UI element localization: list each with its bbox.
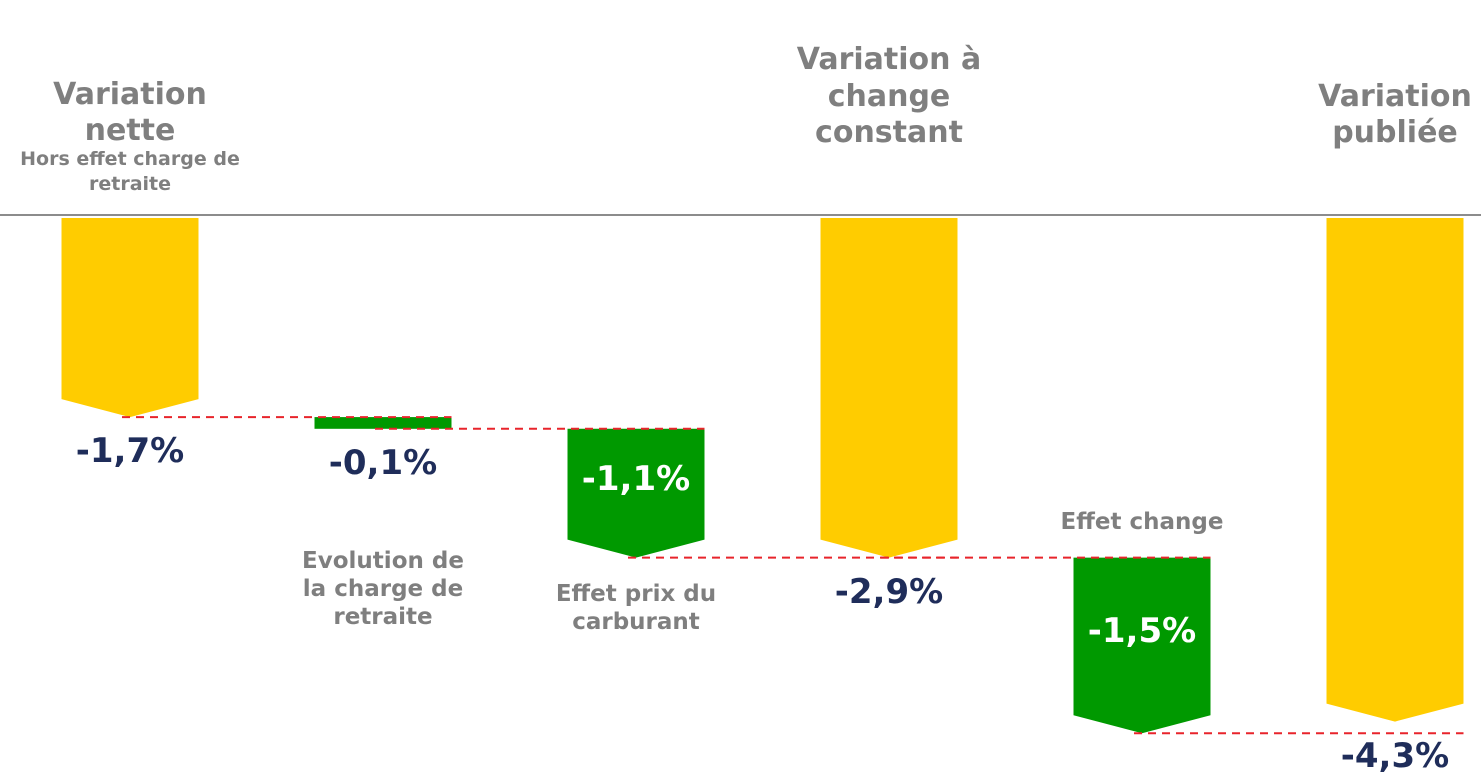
value-label: -2,9% [834,571,944,612]
category-label: Variation nette [53,76,207,149]
category-label: Variation publiée [1318,78,1472,151]
category-label: Effet prix du carburant [555,580,717,635]
category-label: Variation à change constant [796,42,982,151]
value-label: -0,1% [328,442,438,483]
bar [1073,557,1211,734]
value-label: -1,7% [75,431,185,472]
category-label: Evolution de la charge de retraite [302,547,464,630]
bar [820,218,958,558]
bar [1326,218,1464,722]
bar [567,428,705,558]
bar [61,218,199,418]
annotation: Hors effet charge de retraite [20,148,240,195]
value-label: -4,3% [1340,735,1450,773]
value-label: -1,5% [1087,611,1197,652]
value-label: -1,1% [581,459,691,500]
category-label: Effet change [1060,508,1224,535]
bar [314,417,452,429]
